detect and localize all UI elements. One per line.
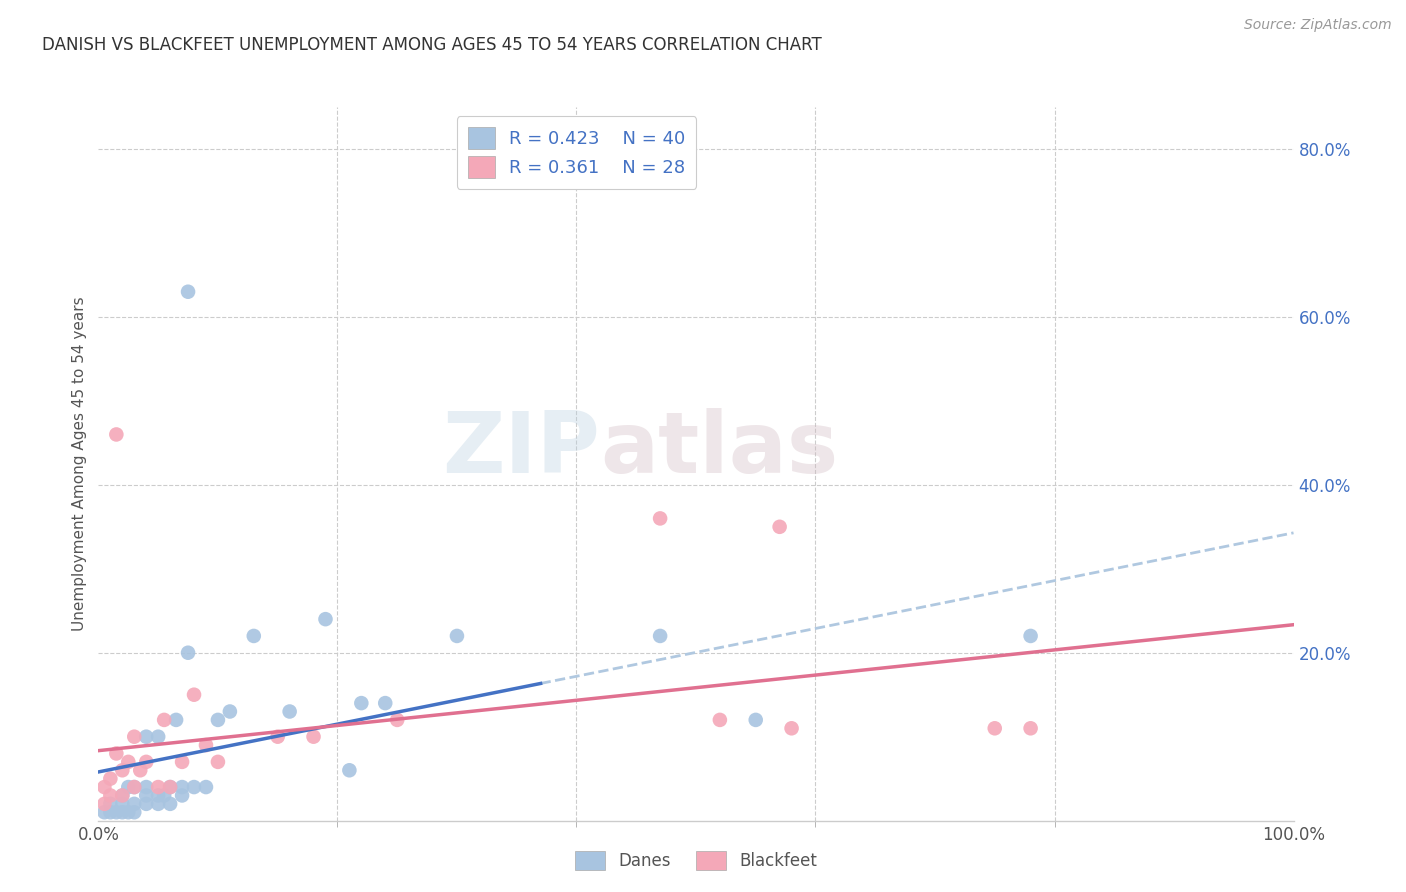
Point [194,738,218,752]
Point [159,780,181,794]
Point [172,780,194,794]
Point [165,713,187,727]
Point [148,730,170,744]
Point [98,805,122,820]
Point [148,797,170,811]
Point [117,755,139,769]
Point [207,713,229,727]
Legend: Danes, Blackfeet: Danes, Blackfeet [568,844,824,877]
Point [780,721,803,735]
Point [135,755,157,769]
Point [385,713,409,727]
Point [177,285,200,299]
Text: DANISH VS BLACKFEET UNEMPLOYMENT AMONG AGES 45 TO 54 YEARS CORRELATION CHART: DANISH VS BLACKFEET UNEMPLOYMENT AMONG A… [42,36,823,54]
Point [302,730,325,744]
Point [93,805,115,820]
Text: Source: ZipAtlas.com: Source: ZipAtlas.com [1244,18,1392,32]
Point [105,747,128,761]
Point [243,629,266,643]
Point [1019,629,1042,643]
Point [745,713,768,727]
Point [124,780,146,794]
Point [1019,721,1042,735]
Point [172,755,194,769]
Point [267,730,290,744]
Point [219,705,242,719]
Point [129,764,152,778]
Point [111,805,134,820]
Point [111,789,134,803]
Point [183,780,205,794]
Point [135,730,157,744]
Point [648,511,672,525]
Point [446,629,468,643]
Point [648,629,672,643]
Point [148,780,170,794]
Point [177,646,200,660]
Point [105,805,128,820]
Point [183,688,205,702]
Point [350,696,373,710]
Point [93,797,115,811]
Point [159,797,181,811]
Point [278,705,301,719]
Point [111,764,134,778]
Point [768,520,790,534]
Point [339,764,360,778]
Point [111,797,134,811]
Point [194,780,218,794]
Point [207,755,229,769]
Point [98,772,122,786]
Point [153,713,176,727]
Point [984,721,1007,735]
Point [315,612,337,626]
Y-axis label: Unemployment Among Ages 45 to 54 years: Unemployment Among Ages 45 to 54 years [72,296,87,632]
Point [105,427,128,442]
Point [374,696,396,710]
Point [709,713,731,727]
Point [135,780,157,794]
Point [124,805,146,820]
Point [153,789,176,803]
Point [111,789,134,803]
Text: atlas: atlas [600,408,838,491]
Point [124,780,146,794]
Point [98,789,122,803]
Point [117,780,139,794]
Point [135,797,157,811]
Point [124,797,146,811]
Text: ZIP: ZIP [443,408,600,491]
Point [148,789,170,803]
Point [124,730,146,744]
Point [172,789,194,803]
Point [135,789,157,803]
Point [93,780,115,794]
Point [98,797,122,811]
Point [159,780,181,794]
Point [117,805,139,820]
